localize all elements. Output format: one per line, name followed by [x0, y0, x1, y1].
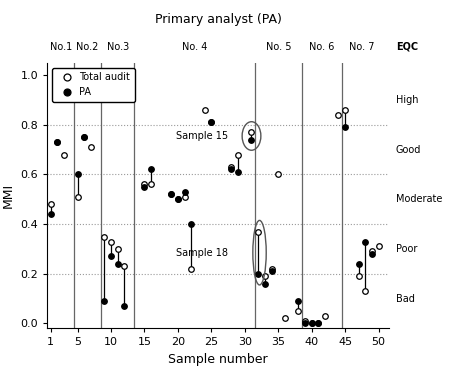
Text: Poor: Poor: [396, 244, 417, 254]
Legend: Total audit, PA: Total audit, PA: [52, 68, 135, 102]
Text: Good: Good: [396, 145, 421, 155]
Text: No.1: No.1: [50, 42, 72, 52]
Text: Sample 18: Sample 18: [176, 248, 228, 258]
X-axis label: Sample number: Sample number: [168, 353, 268, 366]
Text: EQC: EQC: [396, 42, 418, 52]
Text: No. 6: No. 6: [309, 42, 335, 52]
Text: Moderate: Moderate: [396, 194, 442, 204]
Text: No.2: No.2: [76, 42, 99, 52]
Y-axis label: MMI: MMI: [2, 183, 15, 208]
Text: No. 4: No. 4: [182, 42, 207, 52]
Text: Bad: Bad: [396, 294, 415, 304]
Text: No. 5: No. 5: [265, 42, 291, 52]
Text: No.3: No.3: [107, 42, 129, 52]
Text: High: High: [396, 95, 418, 105]
Text: Sample 15: Sample 15: [176, 131, 228, 141]
Text: No. 7: No. 7: [349, 42, 374, 52]
Text: Primary analyst (PA): Primary analyst (PA): [155, 13, 282, 26]
